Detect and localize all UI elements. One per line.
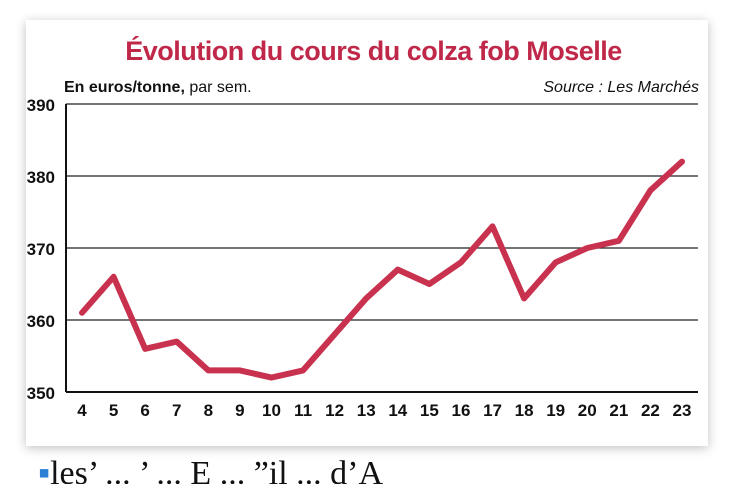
x-tick-label-8: 8 bbox=[204, 401, 213, 420]
unit-label: En euros/tonne, par sem. bbox=[64, 79, 252, 97]
y-tick-label-370: 370 bbox=[27, 240, 55, 259]
chart-card bbox=[26, 20, 708, 446]
unit-label-bold: En euros/tonne, bbox=[64, 79, 185, 96]
cut-off-text: les’ ... ’ ... E ... ”il ... d’A bbox=[50, 455, 384, 484]
x-tick-label-15: 15 bbox=[420, 401, 439, 420]
x-tick-label-23: 23 bbox=[673, 401, 692, 420]
y-tick-label-350: 350 bbox=[27, 384, 55, 403]
x-tick-label-22: 22 bbox=[641, 401, 660, 420]
x-tick-label-18: 18 bbox=[515, 401, 534, 420]
x-tick-label-4: 4 bbox=[77, 401, 87, 420]
x-tick-label-10: 10 bbox=[262, 401, 281, 420]
x-tick-label-21: 21 bbox=[609, 401, 628, 420]
chart-title: Évolution du cours du colza fob Moselle bbox=[125, 36, 622, 66]
source-label: Source : Les Marchés bbox=[543, 79, 699, 96]
y-tick-label-390: 390 bbox=[27, 96, 55, 115]
x-tick-label-5: 5 bbox=[109, 401, 118, 420]
unit-label-rest: par sem. bbox=[184, 79, 252, 96]
x-tick-label-14: 14 bbox=[388, 401, 407, 420]
text-marker: ▪ bbox=[38, 455, 51, 484]
x-tick-label-13: 13 bbox=[357, 401, 376, 420]
x-tick-label-6: 6 bbox=[140, 401, 149, 420]
x-tick-label-11: 11 bbox=[294, 401, 312, 420]
x-tick-label-17: 17 bbox=[483, 401, 502, 420]
cut-off-body-text: ▪les’ ... ’ ... E ... ”il ... d’A bbox=[38, 444, 738, 484]
x-tick-label-16: 16 bbox=[451, 401, 470, 420]
y-tick-label-360: 360 bbox=[27, 312, 55, 331]
x-tick-label-19: 19 bbox=[546, 401, 565, 420]
x-tick-label-12: 12 bbox=[325, 401, 344, 420]
x-tick-label-20: 20 bbox=[578, 401, 597, 420]
y-tick-label-380: 380 bbox=[27, 168, 55, 187]
x-tick-label-9: 9 bbox=[235, 401, 244, 420]
series-line-0 bbox=[79, 158, 685, 381]
x-tick-label-7: 7 bbox=[172, 401, 181, 420]
